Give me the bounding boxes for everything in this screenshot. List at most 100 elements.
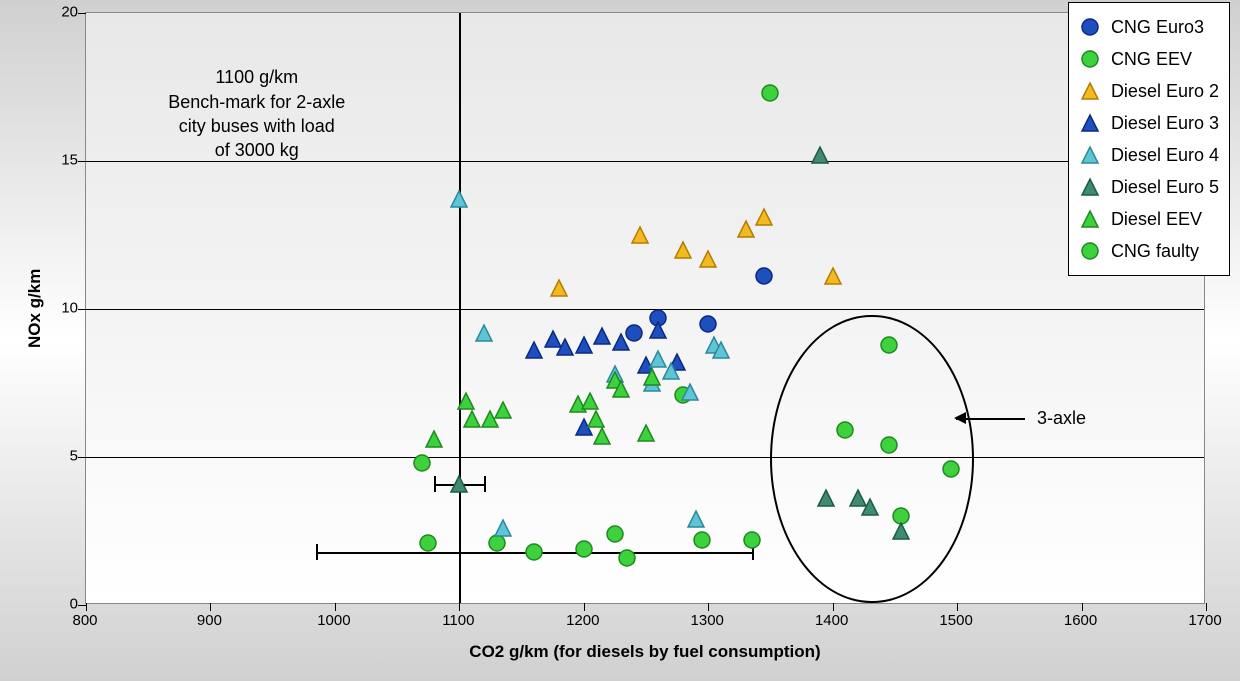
data-point <box>457 392 475 410</box>
legend-item: Diesel Euro 4 <box>1079 141 1219 169</box>
data-point <box>699 315 717 333</box>
x-tick-label: 1600 <box>1064 612 1097 629</box>
data-point <box>817 489 835 507</box>
data-point <box>674 241 692 259</box>
x-axis-title: CO2 g/km (for diesels by fuel consumptio… <box>85 642 1205 662</box>
y-tick <box>78 161 86 162</box>
legend-label: Diesel Euro 2 <box>1111 81 1219 102</box>
data-point <box>643 368 661 386</box>
data-point <box>861 498 879 516</box>
y-tick-label: 10 <box>38 300 78 317</box>
y-tick-label: 15 <box>38 152 78 169</box>
data-point <box>463 410 481 428</box>
legend-label: Diesel Euro 4 <box>1111 145 1219 166</box>
data-point <box>637 424 655 442</box>
circle-icon <box>1079 240 1101 262</box>
three-axle-label: 3-axle <box>1037 406 1086 430</box>
x-tick <box>957 603 958 611</box>
data-point <box>575 336 593 354</box>
data-point <box>649 321 667 339</box>
y-tick <box>78 13 86 14</box>
triangle-icon <box>1079 80 1101 102</box>
triangle-icon <box>1079 112 1101 134</box>
arrow-line <box>956 418 1024 420</box>
y-tick <box>78 309 86 310</box>
y-tick-label: 20 <box>38 4 78 21</box>
triangle-icon <box>1079 208 1101 230</box>
data-point <box>631 226 649 244</box>
legend-label: CNG Euro3 <box>1111 17 1204 38</box>
data-point <box>836 421 854 439</box>
x-tick-label: 800 <box>72 612 97 629</box>
data-point <box>737 220 755 238</box>
data-point <box>494 401 512 419</box>
data-point <box>593 427 611 445</box>
circle-icon <box>1079 16 1101 38</box>
x-tick-label: 1400 <box>815 612 848 629</box>
legend-item: Diesel Euro 3 <box>1079 109 1219 137</box>
x-tick <box>708 603 709 611</box>
data-point <box>892 522 910 540</box>
data-point <box>693 531 711 549</box>
x-tick <box>833 603 834 611</box>
x-tick <box>1206 603 1207 611</box>
legend-item: CNG Euro3 <box>1079 13 1219 41</box>
legend-label: CNG EEV <box>1111 49 1192 70</box>
data-point <box>556 338 574 356</box>
data-point <box>662 362 680 380</box>
data-point <box>525 341 543 359</box>
data-point <box>942 460 960 478</box>
data-point <box>413 454 431 472</box>
legend-label: Diesel Euro 3 <box>1111 113 1219 134</box>
y-tick-label: 5 <box>38 448 78 465</box>
data-point <box>550 279 568 297</box>
legend-item: CNG faulty <box>1079 237 1219 265</box>
x-tick <box>1082 603 1083 611</box>
data-point <box>880 436 898 454</box>
error-bar-cap <box>484 476 486 492</box>
x-tick-label: 1700 <box>1188 612 1221 629</box>
legend-label: Diesel EEV <box>1111 209 1202 230</box>
x-tick-label: 900 <box>197 612 222 629</box>
legend-label: Diesel Euro 5 <box>1111 177 1219 198</box>
triangle-icon <box>1079 144 1101 166</box>
legend-item: CNG EEV <box>1079 45 1219 73</box>
x-tick <box>459 603 460 611</box>
data-point <box>425 430 443 448</box>
y-tick <box>78 605 86 606</box>
legend-item: Diesel Euro 5 <box>1079 173 1219 201</box>
data-point <box>699 250 717 268</box>
x-tick <box>335 603 336 611</box>
legend-label: CNG faulty <box>1111 241 1199 262</box>
data-point <box>687 510 705 528</box>
data-point <box>419 534 437 552</box>
data-point <box>824 267 842 285</box>
data-point <box>681 383 699 401</box>
data-point <box>761 84 779 102</box>
x-tick <box>210 603 211 611</box>
x-tick <box>584 603 585 611</box>
triangle-icon <box>1079 176 1101 198</box>
x-tick-label: 1100 <box>442 612 474 629</box>
y-tick <box>78 457 86 458</box>
arrow-head-icon <box>954 412 966 424</box>
data-point <box>494 519 512 537</box>
data-point <box>612 380 630 398</box>
data-point <box>618 549 636 567</box>
x-tick <box>86 603 87 611</box>
data-point <box>450 190 468 208</box>
error-bar-cap <box>434 476 436 492</box>
x-tick-label: 1200 <box>566 612 599 629</box>
data-point <box>581 392 599 410</box>
x-tick-label: 1000 <box>317 612 350 629</box>
data-point <box>606 525 624 543</box>
data-point <box>755 208 773 226</box>
legend-item: Diesel EEV <box>1079 205 1219 233</box>
data-point <box>712 341 730 359</box>
circle-icon <box>1079 48 1101 70</box>
gridline <box>86 457 1204 458</box>
data-point <box>575 540 593 558</box>
data-point <box>811 146 829 164</box>
data-point <box>755 267 773 285</box>
data-point <box>593 327 611 345</box>
